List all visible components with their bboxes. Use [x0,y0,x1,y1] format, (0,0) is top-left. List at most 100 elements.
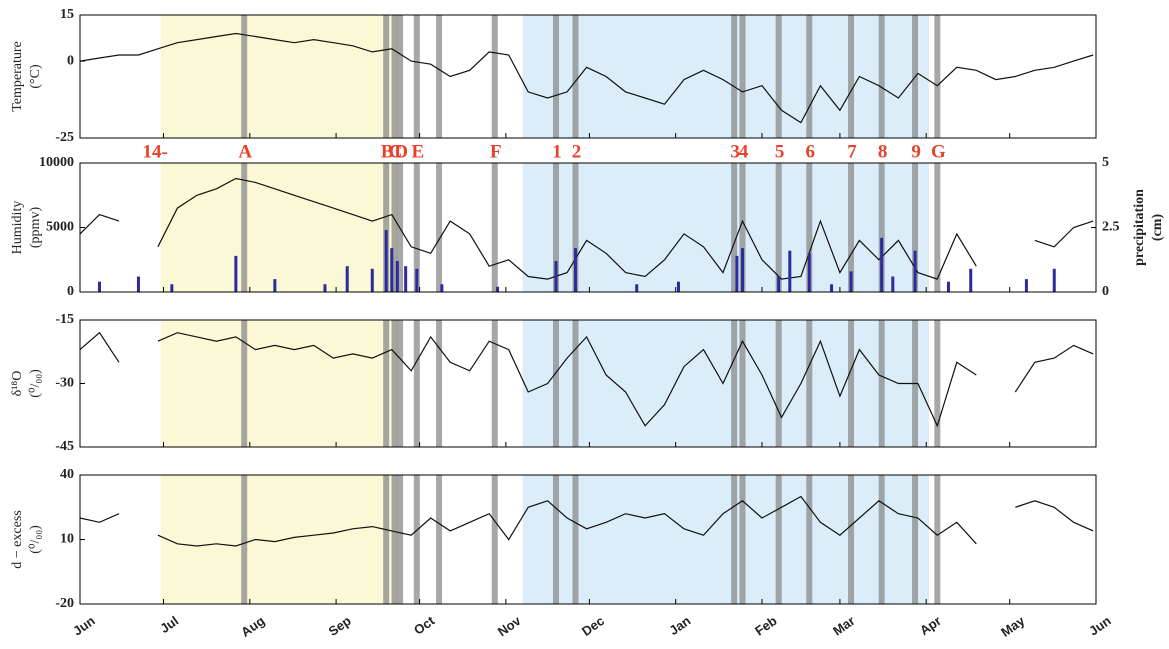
x-tick-label: Aug [238,613,267,640]
y-tick-label: -45 [55,439,74,454]
event-bar [775,475,782,604]
event-bar [552,15,559,138]
x-tick-label: Jun [70,613,98,639]
event-bar [436,15,443,138]
event-bar [848,163,855,292]
x-tick-label: Dec [579,613,607,639]
precip-bar [370,268,374,292]
event-bar [934,15,941,138]
event-bar [491,475,498,604]
event-label: 8 [878,141,888,162]
event-label: C [389,141,403,162]
event-label: 5 [775,141,785,162]
event-bar [878,320,885,447]
series-line [79,331,1094,428]
event-bar [912,163,919,292]
y-tick-label: 10 [60,532,74,547]
precip-bar [676,281,680,292]
event-label: D [394,141,408,162]
event-label: 7 [847,141,857,162]
event-bar [775,320,782,447]
event-bar [934,163,941,292]
precip-bar [830,284,834,292]
precip-bar [913,250,917,292]
event-bar [413,320,420,447]
event-bar [739,475,746,604]
event-bar [739,320,746,447]
y-axis-label: Temperature [10,41,25,112]
y-tick-label: -25 [55,130,74,145]
season-band [160,475,398,604]
y-tick-label: 5000 [46,220,74,235]
event-bar [934,320,941,447]
event-bar [397,320,404,447]
event-bar [491,163,498,292]
event-bar [436,163,443,292]
precip-bar [97,281,101,292]
season-band [160,163,398,292]
y-tick-label: 10000 [39,155,74,170]
precip-bar [384,230,388,292]
y-axis-label: (⁰/₀₀) [28,525,43,554]
precip-bar [415,268,419,292]
event-bar [413,163,420,292]
event-bar [391,163,398,292]
precip-bar [136,276,140,292]
event-bar [413,15,420,138]
event-bar [241,15,248,138]
event-bar [383,15,390,138]
plot-frame [79,474,1097,605]
y-tick-label: -15 [55,312,74,327]
event-label: B [381,141,394,162]
precip-bar [635,284,639,292]
event-bar [806,475,813,604]
event-label: 3 [730,141,740,162]
precip-bar [496,286,500,292]
season-band [522,320,929,447]
y-tick-label: 0 [67,53,74,68]
y-axis-label: (ppmv) [28,207,43,249]
event-bar [413,475,420,604]
season-band [522,163,929,292]
precip-bar [345,266,349,292]
plot-frame [79,162,1097,293]
x-tick-label: Sep [326,613,354,639]
event-bar [383,163,390,292]
event-bar [391,475,398,604]
precip-bar [1024,279,1028,292]
y2-tick-label: 5 [1102,155,1109,170]
event-bar [775,15,782,138]
event-bar [878,163,885,292]
series-line [79,32,1094,124]
precip-bar [849,271,853,292]
y-tick-label: 0 [67,284,74,299]
event-bar [552,163,559,292]
precip-bar [788,250,792,292]
event-bar [731,475,738,604]
x-tick-label: Nov [495,613,524,640]
y-tick-label: -20 [55,596,74,611]
event-bar [806,163,813,292]
y2-axis-label: precipitation [1132,189,1147,266]
series-line [79,495,1094,547]
event-bar [241,320,248,447]
event-bar [552,475,559,604]
event-bar [383,475,390,604]
precip-bar [554,261,558,292]
precip-bar [273,279,277,292]
event-label: E [411,141,424,162]
season-band [160,15,398,138]
precip-bar [946,281,950,292]
event-bar [731,163,738,292]
precip-bar [323,284,327,292]
event-bar [241,475,248,604]
precip-bar [390,248,394,292]
season-band [160,320,398,447]
event-bar [436,475,443,604]
precip-bar [170,284,174,292]
event-bar [572,475,579,604]
precip-bar [735,255,739,292]
event-bar [391,320,398,447]
event-bar [572,320,579,447]
event-bar [491,320,498,447]
